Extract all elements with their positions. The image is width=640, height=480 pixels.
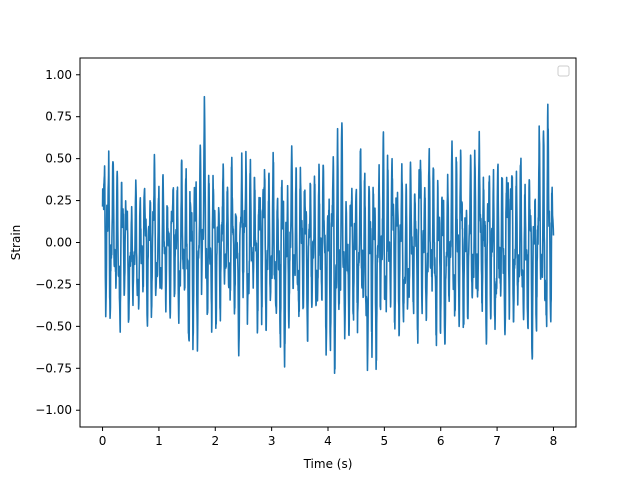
- x-tick-label: 8: [550, 434, 558, 448]
- y-tick-label: −1.00: [35, 403, 72, 417]
- x-tick-label: 1: [155, 434, 163, 448]
- y-tick-label: 0.75: [45, 110, 72, 124]
- y-tick-label: 0.00: [45, 236, 72, 250]
- y-tick-label: 0.25: [45, 194, 72, 208]
- y-axis-label: Strain: [9, 225, 23, 261]
- y-tick-label: 0.50: [45, 152, 72, 166]
- y-axis-ticks: −1.00 −0.75 −0.50 −0.25 0.00 0.25 0.50 0.75 1.00: [35, 68, 80, 417]
- legend-box[interactable]: [557, 65, 570, 77]
- y-tick-label: −0.50: [35, 319, 72, 333]
- x-tick-label: 5: [381, 434, 389, 448]
- strain-series-line: [101, 95, 555, 374]
- x-tick-label: 2: [211, 434, 219, 448]
- y-tick-label: 1.00: [45, 68, 72, 82]
- x-tick-label: 3: [268, 434, 276, 448]
- series-layer: [101, 95, 555, 374]
- y-tick-label: −0.25: [35, 277, 72, 291]
- x-tick-label: 6: [437, 434, 445, 448]
- x-tick-label: 4: [324, 434, 332, 448]
- y-tick-label: −0.75: [35, 361, 72, 375]
- x-axis-label: Time (s): [303, 457, 353, 471]
- x-axis-ticks: 0 1 2 3 4 5 6 7 8: [99, 427, 558, 448]
- x-tick-label: 7: [493, 434, 501, 448]
- x-tick-label: 0: [99, 434, 107, 448]
